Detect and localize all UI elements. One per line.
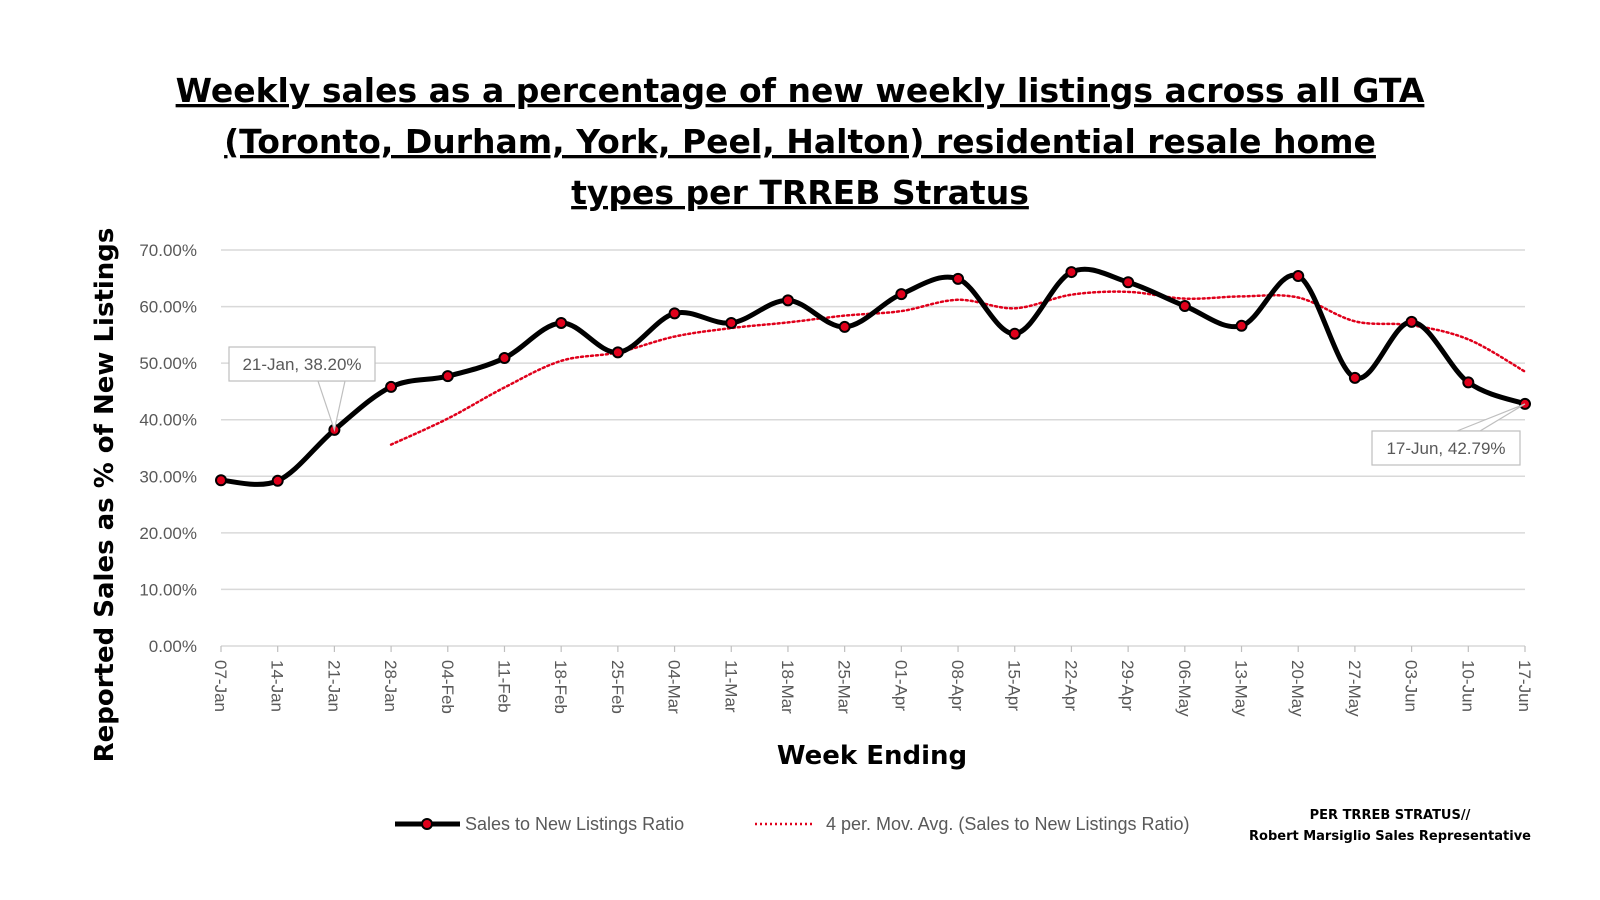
data-point: [1065, 266, 1078, 279]
data-point: [555, 316, 568, 329]
x-tick-label: 08-Apr: [948, 660, 967, 711]
x-tick-label: 04-Mar: [665, 660, 684, 714]
x-tick-label: 22-Apr: [1061, 660, 1080, 711]
series-ratio-line: [218, 266, 1528, 487]
callout: 17-Jun, 42.79%: [1371, 403, 1526, 466]
series-layer: [215, 266, 1531, 487]
x-tick-label: 18-Feb: [551, 660, 570, 714]
data-point: [441, 370, 454, 383]
x-tick-label: 29-Apr: [1118, 660, 1137, 711]
y-axis-title: Reported Sales as % of New Listings: [90, 228, 120, 763]
x-tick-label: 27-May: [1345, 660, 1364, 717]
x-tick-label: 10-Jun: [1458, 660, 1477, 712]
y-tick-label: 50.00%: [139, 354, 197, 373]
legend-marker-ratio: [421, 818, 433, 830]
credit-block: PER TRREB STRATUS// Robert Marsiglio Sal…: [1249, 808, 1531, 844]
data-point: [1178, 300, 1191, 313]
data-point: [895, 288, 908, 301]
data-point: [1348, 371, 1361, 384]
x-tick-label: 11-Mar: [721, 660, 740, 713]
y-tick-label: 20.00%: [139, 524, 197, 543]
x-tick-label: 28-Jan: [381, 660, 400, 712]
data-point: [1008, 327, 1021, 340]
data-point: [668, 307, 681, 320]
data-point: [725, 316, 738, 329]
x-tick-label: 20-May: [1288, 660, 1307, 717]
x-tick-label: 15-Apr: [1005, 660, 1024, 711]
data-point: [952, 272, 965, 285]
legend-label-moving-average: 4 per. Mov. Avg. (Sales to New Listings …: [826, 814, 1190, 834]
callout-pointer: [1456, 403, 1526, 432]
x-tick-label: 04-Feb: [438, 660, 457, 714]
credit-line-2: Robert Marsiglio Sales Representative: [1249, 829, 1531, 844]
series-moving-average-line: [389, 290, 1527, 446]
chart-title: Weekly sales as a percentage of new week…: [176, 71, 1425, 212]
x-tick-label: 18-Mar: [778, 660, 797, 714]
legend-label-ratio: Sales to New Listings Ratio: [465, 814, 684, 834]
x-tick-label: 21-Jan: [324, 660, 343, 712]
legend-item-moving-average: 4 per. Mov. Avg. (Sales to New Listings …: [755, 814, 1190, 834]
y-tick-label: 40.00%: [139, 411, 197, 430]
data-point: [498, 352, 511, 365]
data-point: [781, 294, 794, 307]
data-point: [1235, 319, 1248, 332]
y-tick-label: 0.00%: [149, 637, 197, 656]
chart-title-line-1: Weekly sales as a percentage of new week…: [176, 71, 1425, 110]
x-axis-ticks: 07-Jan 14-Jan 21-Jan 28-Jan 04-Feb 11-Feb 18-F…: [211, 646, 1534, 717]
y-tick-label: 60.00%: [139, 298, 197, 317]
callout-box: [1371, 430, 1521, 466]
y-tick-label: 10.00%: [139, 580, 197, 599]
x-tick-label: 25-Mar: [835, 660, 854, 714]
chart-title-line-2: (Toronto, Durham, York, Peel, Halton) re…: [224, 122, 1376, 161]
data-point: [1405, 315, 1418, 328]
credit-line-1: PER TRREB STRATUS//: [1310, 808, 1471, 823]
x-tick-label: 06-May: [1175, 660, 1194, 717]
x-tick-label: 11-Feb: [494, 660, 513, 713]
data-point: [611, 346, 624, 359]
data-point: [1462, 376, 1475, 389]
callouts: 21-Jan, 38.20% 17-Jun, 42.79%: [228, 346, 1526, 466]
data-point: [1122, 276, 1135, 289]
data-point: [1292, 270, 1305, 283]
data-point: [385, 380, 398, 393]
x-axis-title: Week Ending: [777, 741, 967, 771]
x-tick-label: 07-Jan: [211, 660, 230, 712]
chart-title-line-3: types per TRREB Stratus: [571, 173, 1029, 212]
callout-label: 17-Jun, 42.79%: [1386, 439, 1505, 458]
y-tick-label: 70.00%: [139, 241, 197, 260]
data-point: [271, 474, 284, 487]
x-tick-label: 03-Jun: [1402, 660, 1421, 712]
data-point: [838, 320, 851, 333]
x-tick-label: 13-May: [1232, 660, 1251, 717]
x-tick-label: 17-Jun: [1515, 660, 1534, 712]
gridlines: [221, 249, 1525, 647]
callout-label: 21-Jan, 38.20%: [242, 355, 361, 374]
legend-item-ratio: Sales to New Listings Ratio: [395, 814, 684, 834]
y-axis-ticks: 0.00% 10.00% 20.00% 30.00% 40.00% 50.00% 60.00…: [139, 241, 197, 656]
callout-box: [228, 346, 376, 382]
y-tick-label: 30.00%: [139, 467, 197, 486]
x-tick-label: 14-Jan: [268, 660, 287, 712]
data-point: [215, 474, 227, 487]
callout: 21-Jan, 38.20%: [228, 346, 376, 433]
x-tick-label: 01-Apr: [891, 660, 910, 711]
legend: Sales to New Listings Ratio 4 per. Mov. …: [395, 814, 1190, 834]
x-tick-label: 25-Feb: [608, 660, 627, 714]
